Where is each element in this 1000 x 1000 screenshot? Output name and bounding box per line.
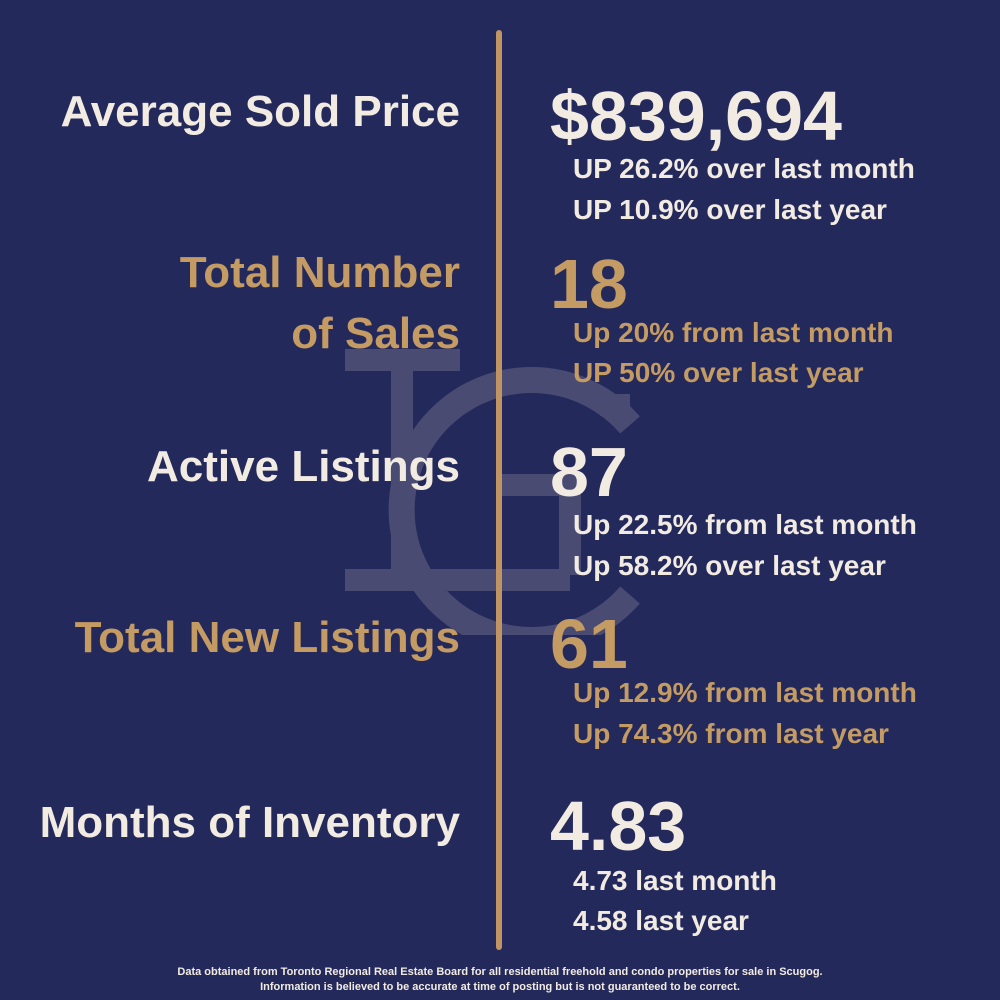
stat-detail-line: Up 12.9% from last month [573,677,917,708]
stat-value-total-new-listings: 61 [550,605,628,683]
stat-label-months-of-inventory: Months of Inventory [39,798,460,847]
stat-label-total-sales-line1: Total Number [179,248,460,297]
stat-detail-line: 4.58 last year [573,905,749,936]
lc-monogram-icon [345,349,640,635]
stat-label-average-sold-price: Average Sold Price [60,87,460,136]
stat-value-average-sold-price: $839,694 [550,77,842,155]
stat-label-active-listings: Active Listings [147,442,460,491]
disclaimer-footer: Data obtained from Toronto Regional Real… [0,965,1000,995]
disclaimer-line: Information is believed to be accurate a… [260,981,740,993]
stat-detail-line: Up 22.5% from last month [573,509,917,540]
disclaimer-line: Data obtained from Toronto Regional Real… [177,966,823,978]
stat-value-months-of-inventory: 4.83 [550,787,687,865]
stat-detail-line: Up 58.2% over last year [573,550,886,581]
stat-label-total-sales-line2: of Sales [291,309,460,358]
stat-label-total-new-listings: Total New Listings [74,613,460,662]
stat-value-active-listings: 87 [550,433,628,511]
stat-detail-line: Up 74.3% from last year [573,718,889,749]
stat-detail-line: UP 50% over last year [573,357,864,388]
stat-detail-line: 4.73 last month [573,865,777,896]
stat-detail-line: UP 26.2% over last month [573,153,915,184]
stat-detail-line: UP 10.9% over last year [573,194,887,225]
stat-detail-line: Up 20% from last month [573,317,894,348]
center-divider [496,30,502,950]
stat-value-total-sales: 18 [550,245,628,323]
